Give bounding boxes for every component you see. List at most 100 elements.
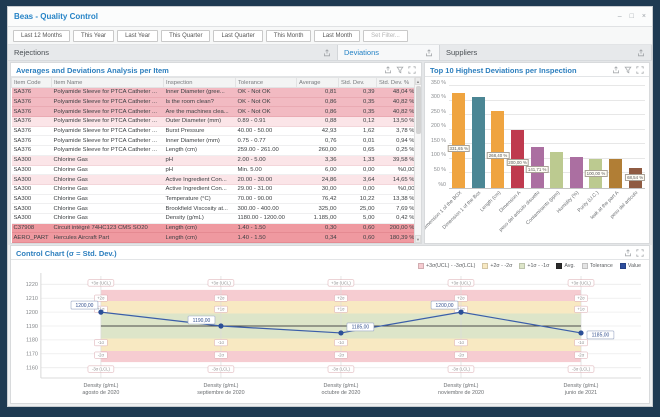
legend-item-3-ucl-3-lcl[interactable]: +3σ(UCL) - -3σ(LCL) — [417, 262, 475, 269]
sigma-label: -3σ (LCL) — [572, 366, 591, 371]
legend-item-2-2[interactable]: +2σ - -2σ — [482, 262, 512, 269]
data-point[interactable] — [218, 323, 224, 329]
column-header-item-code[interactable]: Item Code — [11, 77, 52, 88]
table-row[interactable]: AERO_PART Hercules Aircraft Part Length (c… — [11, 232, 417, 243]
bar-leak-at-the-part-a[interactable] — [609, 159, 623, 188]
table-row[interactable]: SA300 Chlorine Gas Temperature (°C) 70.00 -… — [11, 194, 417, 205]
table-row[interactable]: SA300 Chlorine Gas pH 2.00 - 5.00 3,36 1,33 39… — [11, 155, 417, 166]
y-axis-tick: 1190 — [26, 324, 38, 330]
top10-panel-header: Top 10 Highest Deviations per Inspection — [425, 63, 649, 77]
bar-purity-u-c[interactable]: 100,00 % — [584, 159, 608, 188]
table-row[interactable]: SA376 Polyamide Sleeve for PTCA Catheter … — [11, 106, 417, 118]
data-point[interactable] — [458, 309, 464, 315]
minimize-button[interactable]: – — [617, 13, 622, 20]
data-point[interactable] — [98, 309, 104, 315]
point-label-box — [346, 322, 375, 332]
table-row[interactable]: SA300 Chlorine Gas Active Ingredient Con..… — [11, 174, 417, 185]
sigma-label-box — [574, 294, 588, 302]
data-point[interactable] — [578, 330, 584, 336]
table-cell: 0,81 — [296, 87, 339, 98]
table-row[interactable]: SA300 Chlorine Gas pH Min. 5.00 6,00 0,00 %0,0… — [11, 165, 417, 176]
column-header-std-dev[interactable]: Std. Dev. — [338, 77, 377, 88]
export-icon[interactable] — [323, 48, 331, 57]
section-header-deviations[interactable]: Deviations — [338, 45, 440, 60]
legend-item-tolerance[interactable]: Tolerance — [581, 262, 613, 269]
column-header-inspection[interactable]: Inspection — [163, 77, 236, 88]
table-cell: 6,00 — [296, 165, 339, 176]
table-cell: Chlorine Gas — [51, 203, 164, 214]
table-row[interactable]: SA300 Chlorine Gas Density (g/mL) 1180.00 -… — [11, 213, 417, 224]
filter-button-last-year[interactable]: Last Year — [117, 29, 159, 42]
export-icon[interactable] — [637, 48, 645, 57]
table-row[interactable]: SA376 Polyamide Sleeve for PTCA Catheter … — [11, 87, 417, 98]
section-header-suppliers[interactable]: Suppliers — [440, 45, 652, 60]
table-row[interactable]: SA376 Polyamide Sleeve for PTCA Catheter … — [11, 135, 417, 147]
table-cell: 20.00 - 30.00 — [235, 174, 297, 185]
filter-button-this-year[interactable]: This Year — [73, 29, 115, 42]
filter-button-this-month[interactable]: This Month — [265, 29, 312, 42]
filter-button-last-quarter[interactable]: Last Quarter — [213, 29, 263, 42]
bar-peso-del-articulo-disuelto[interactable]: 141,71 % — [525, 147, 549, 188]
column-header-item-name[interactable]: Item Name — [51, 77, 164, 88]
table-row[interactable]: C37908 Circuit intégré 74HC123 CMS SO20 Le… — [11, 223, 417, 234]
column-header-std-dev[interactable]: Std. Dev. % — [376, 77, 417, 88]
table-row[interactable]: SA376 Polyamide Sleeve for PTCA Catheter … — [11, 116, 417, 127]
table-cell: Is the room clean? — [163, 97, 236, 108]
table-row[interactable]: SA300 Chlorine Gas Active Ingredient Con..… — [11, 184, 417, 195]
expand-icon[interactable] — [636, 66, 644, 74]
sigma-label-box — [87, 279, 115, 287]
expand-icon[interactable] — [636, 249, 644, 257]
export-icon[interactable] — [425, 48, 433, 57]
scrollbar-thumb[interactable] — [416, 86, 421, 134]
legend-label: Value — [627, 262, 641, 269]
scroll-up-icon[interactable]: ▲ — [415, 77, 421, 85]
close-button[interactable]: × — [641, 13, 646, 20]
app-window: Beas - Quality Control – □ × Last 12 Mon… — [7, 6, 653, 407]
bar-length-cm[interactable]: 268,40 % — [486, 110, 510, 188]
top10-bar-chart: 350 % 300 % 250 % 200 % 150 % 100 % 50 % %0 331,… — [425, 77, 649, 243]
data-point[interactable] — [338, 330, 344, 336]
legend-item-1-1[interactable]: +1σ - -1σ — [519, 262, 549, 269]
table-cell: SA300 — [11, 174, 52, 185]
filter-button-set-filter[interactable]: Set Filter... — [363, 29, 408, 42]
filter-button-last-12-months[interactable]: Last 12 Months — [13, 29, 71, 42]
export-icon[interactable] — [624, 249, 632, 257]
sigma-label: +1σ — [577, 307, 585, 312]
table-row[interactable]: SA300 Chlorine Gas Brookfield Viscosity at… — [11, 203, 417, 214]
column-header-tolerance[interactable]: Tolerance — [235, 77, 297, 88]
table-row[interactable]: SA376 Polyamide Sleeve for PTCA Catheter … — [11, 126, 417, 137]
sigma-label: -2σ — [458, 353, 465, 358]
y-axis-tick: 300 % — [430, 94, 446, 101]
bar-peso-del-articulo[interactable]: 68,54 % — [625, 168, 646, 188]
sigma-label-box — [454, 351, 468, 359]
point-label-box — [70, 300, 99, 310]
filter-funnel-icon[interactable] — [396, 66, 404, 74]
sigma-label-box — [94, 294, 108, 302]
legend-label: Avg. — [564, 262, 575, 269]
export-icon[interactable] — [612, 66, 620, 74]
legend-item-avg[interactable]: Avg. — [556, 262, 575, 269]
filter-funnel-icon[interactable] — [624, 66, 632, 74]
table-row[interactable]: SA376 Polyamide Sleeve for PTCA Catheter … — [11, 97, 417, 108]
expand-icon[interactable] — [408, 66, 416, 74]
sigma-label-box — [574, 351, 588, 359]
export-icon[interactable] — [384, 66, 392, 74]
scroll-down-icon[interactable]: ▼ — [415, 235, 421, 243]
table-scrollbar[interactable]: ▲ ▼ — [414, 77, 421, 243]
sigma-label: -3σ (LCL) — [92, 366, 111, 371]
table-row[interactable]: SA376 Polyamide Sleeve for PTCA Catheter … — [11, 145, 417, 156]
legend-item-value[interactable]: Value — [619, 262, 641, 269]
bar-dimension-1-of-the-box[interactable] — [471, 97, 485, 188]
table-cell: SA300 — [11, 213, 52, 224]
column-header-average[interactable]: Average — [296, 77, 339, 88]
maximize-button[interactable]: □ — [629, 13, 634, 20]
table-cell: %0,00 — [376, 165, 417, 176]
filter-button-last-month[interactable]: Last Month — [314, 29, 361, 42]
bar-dimension-1-of-the-box[interactable]: 331,65 % — [447, 92, 471, 188]
filter-button-this-quarter[interactable]: This Quarter — [161, 29, 211, 42]
bar-humidity[interactable] — [569, 156, 583, 188]
bar-contaminants-ppm[interactable] — [550, 151, 564, 188]
section-header-rejections[interactable]: Rejections — [8, 45, 338, 60]
table-cell: SA300 — [11, 165, 52, 176]
bar-dimension-a[interactable]: 200,00 % — [506, 130, 529, 188]
